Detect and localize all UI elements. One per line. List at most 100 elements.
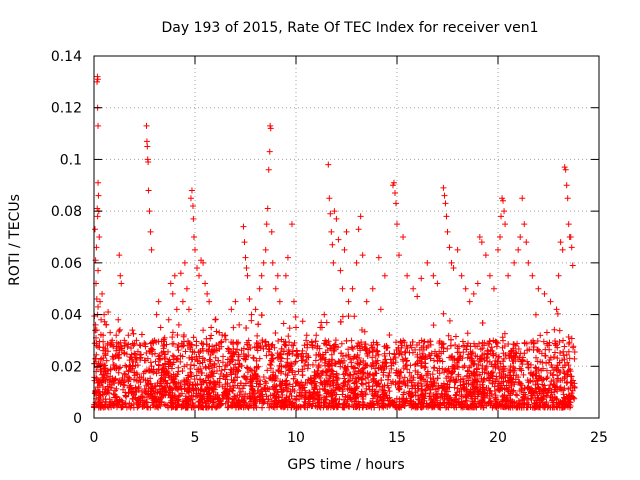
data-point-bg: [375, 351, 382, 358]
data-point: [502, 221, 509, 228]
data-point-bg: [160, 338, 167, 345]
data-point-bg: [122, 392, 129, 399]
data-point-bg: [502, 372, 509, 379]
data-point-bg: [161, 373, 168, 380]
data-point: [466, 298, 473, 305]
data-point: [188, 187, 195, 194]
data-point-bg: [453, 404, 460, 411]
data-point-bg: [312, 382, 319, 389]
data-point: [267, 122, 274, 129]
data-point-bg: [226, 359, 233, 366]
data-point-bg: [401, 402, 408, 409]
data-point: [212, 316, 219, 323]
data-point-bg: [129, 395, 136, 402]
data-point-bg: [527, 378, 534, 385]
data-point-bg: [485, 399, 492, 406]
data-point-bg: [161, 401, 168, 408]
data-point-bg: [505, 388, 512, 395]
data-point-bg: [261, 385, 268, 392]
data-point: [202, 280, 209, 287]
data-point-bg: [465, 390, 472, 397]
data-point-bg: [286, 362, 293, 369]
data-point-bg: [332, 337, 339, 344]
data-point-bg: [280, 348, 287, 355]
data-point-bg: [502, 403, 509, 410]
data-point: [521, 221, 528, 228]
data-point-bg: [122, 400, 129, 407]
data-point-bg: [525, 395, 532, 402]
data-point: [500, 197, 507, 204]
data-point-bg: [560, 348, 567, 355]
data-point-bg: [258, 312, 265, 319]
data-point-bg: [216, 381, 223, 388]
data-point-bg: [463, 346, 470, 353]
data-point-bg: [559, 403, 566, 410]
data-point: [476, 234, 483, 240]
data-point-bg: [292, 358, 299, 365]
data-point-bg: [571, 383, 578, 390]
data-point-bg: [376, 383, 383, 390]
data-point-bg: [272, 383, 279, 390]
data-point-bg: [224, 345, 231, 352]
data-point-bg: [299, 347, 306, 354]
data-point-bg: [207, 352, 214, 359]
data-point-bg: [193, 338, 200, 345]
data-point-bg: [360, 357, 367, 364]
data-point-bg: [92, 355, 99, 362]
y-tick-label: 0.04: [51, 308, 82, 324]
data-point-bg: [560, 352, 567, 359]
data-point-bg: [325, 390, 332, 397]
data-point-bg: [380, 400, 387, 407]
data-point-bg: [374, 400, 381, 407]
data-point-bg: [358, 339, 365, 346]
data-point-bg: [198, 381, 205, 388]
data-point-bg: [496, 387, 503, 394]
data-point-bg: [148, 345, 155, 352]
data-point-bg: [442, 366, 449, 373]
data-point-bg: [542, 352, 549, 359]
data-point: [288, 221, 295, 228]
data-point-bg: [429, 371, 436, 378]
data-point-bg: [543, 329, 550, 336]
data-point-bg: [112, 394, 119, 401]
chart-title: Day 193 of 2015, Rate Of TEC Index for r…: [161, 20, 538, 36]
data-point-bg: [548, 378, 555, 385]
data-point-bg: [264, 367, 271, 374]
data-point-bg: [521, 396, 528, 403]
data-point-bg: [207, 385, 214, 392]
data-point: [341, 246, 348, 253]
data-point-bg: [274, 388, 281, 395]
data-point-bg: [213, 328, 220, 335]
data-point: [232, 298, 239, 305]
data-point-bg: [263, 380, 270, 387]
data-point-bg: [336, 358, 343, 365]
data-point-bg: [260, 399, 267, 406]
data-point-bg: [388, 365, 395, 372]
data-point-bg: [147, 340, 154, 347]
data-point: [133, 337, 140, 344]
data-point-bg: [240, 382, 247, 389]
data-point-bg: [392, 404, 399, 411]
data-point: [363, 298, 370, 305]
data-point-bg: [188, 373, 195, 380]
data-point-bg: [228, 353, 235, 360]
data-point-bg: [467, 402, 474, 409]
data-point-bg: [340, 401, 347, 408]
data-point-bg: [570, 344, 577, 351]
data-point: [515, 246, 522, 253]
data-point-bg: [341, 396, 348, 403]
data-point-bg: [221, 332, 228, 339]
data-point: [330, 259, 337, 266]
data-point: [175, 321, 182, 328]
data-point: [328, 228, 335, 235]
data-point-bg: [100, 377, 107, 384]
data-point-bg: [111, 365, 118, 372]
data-point-bg: [470, 340, 477, 347]
data-point-bg: [236, 321, 243, 328]
data-point-bg: [478, 356, 485, 363]
data-point-bg: [175, 386, 182, 393]
data-point-bg: [531, 404, 538, 411]
data-point-bg: [556, 338, 563, 345]
data-point-bg: [493, 396, 500, 403]
data-point-bg: [172, 404, 179, 411]
